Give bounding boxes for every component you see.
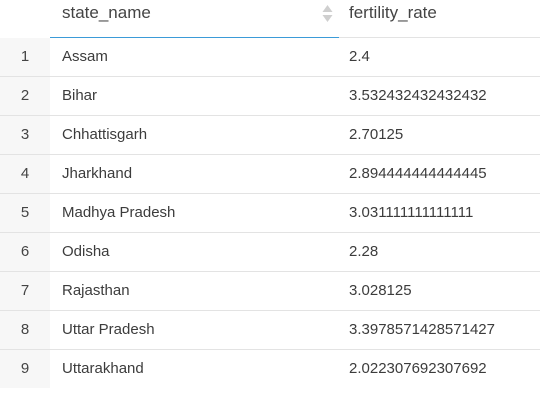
table-row[interactable]: 3 Chhattisgarh 2.70125 [0,116,540,155]
fertility-rate-cell: 2.894444444444445 [349,165,487,182]
table-row[interactable]: 7 Rajasthan 3.028125 [0,272,540,311]
table-row[interactable]: 5 Madhya Pradesh 3.031111111111111 [0,194,540,233]
row-index: 5 [0,194,50,232]
state-name-cell: Madhya Pradesh [62,204,176,221]
column-header-label: fertility_rate [349,3,437,22]
column-header-label: state_name [62,3,151,22]
sort-icon[interactable] [322,4,333,23]
row-index: 6 [0,233,50,271]
fertility-rate-cell: 3.532432432432432 [349,87,487,104]
row-index: 2 [0,77,50,115]
row-index: 8 [0,311,50,349]
column-header-state-name[interactable]: state_name [50,0,339,38]
fertility-rate-cell: 2.70125 [349,126,404,143]
fertility-rate-cell: 2.4 [349,48,370,65]
state-name-cell: Chhattisgarh [62,126,148,143]
grid-header: state_name fertility_rate [0,0,540,38]
fertility-rate-cell: 3.3978571428571427 [349,321,495,338]
table-row[interactable]: 2 Bihar 3.532432432432432 [0,77,540,116]
state-name-cell: Bihar [62,87,98,104]
state-name-cell: Assam [62,48,108,65]
table-row[interactable]: 9 Uttarakhand 2.022307692307692 [0,350,540,389]
state-name-cell: Odisha [62,243,110,260]
state-name-cell: Uttarakhand [62,360,144,377]
row-index-header [0,0,50,38]
row-index: 7 [0,272,50,310]
table-row[interactable]: 4 Jharkhand 2.894444444444445 [0,155,540,194]
state-name-cell: Uttar Pradesh [62,321,155,338]
table-row[interactable]: 8 Uttar Pradesh 3.3978571428571427 [0,311,540,350]
fertility-rate-cell: 3.031111111111111 [349,204,474,221]
fertility-rate-cell: 2.022307692307692 [349,360,487,377]
table-row[interactable]: 6 Odisha 2.28 [0,233,540,272]
row-index: 4 [0,155,50,193]
fertility-rate-cell: 2.28 [349,243,379,260]
row-index: 1 [0,38,50,76]
fertility-rate-cell: 3.028125 [349,282,412,299]
row-index: 3 [0,116,50,154]
table-row[interactable]: 1 Assam 2.4 [0,38,540,77]
state-name-cell: Jharkhand [62,165,133,182]
row-index: 9 [0,350,50,388]
column-header-fertility-rate[interactable]: fertility_rate [339,0,540,38]
grid-body: 1 Assam 2.4 2 Bihar 3.532432432432432 3 … [0,38,540,389]
state-name-cell: Rajasthan [62,282,130,299]
